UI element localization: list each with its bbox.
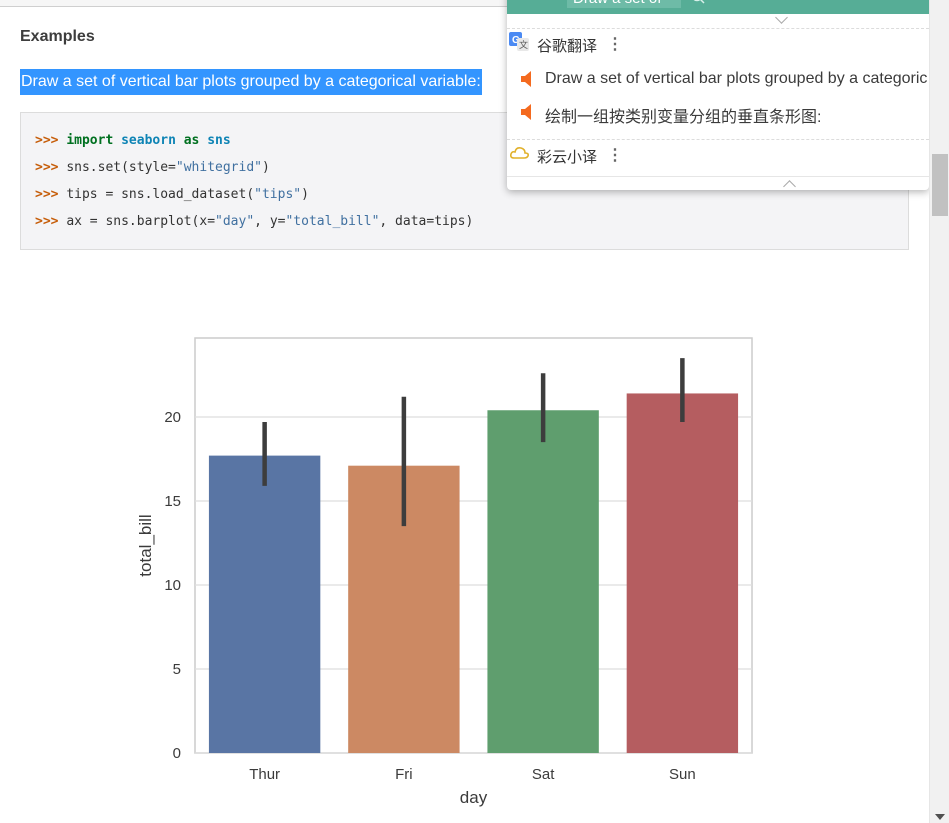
code-text: ) — [261, 160, 270, 175]
code-text: ) — [301, 187, 309, 202]
svg-text:文: 文 — [519, 39, 528, 51]
popup-divider — [507, 28, 929, 29]
scrollbar-thumb[interactable] — [932, 154, 948, 216]
code-string: "total_bill" — [285, 214, 380, 229]
translation-popup[interactable]: ‹ › Draw a set of G文 谷歌翻译 ⋮ Draw a set o… — [507, 0, 929, 190]
code-keyword-as: as — [183, 133, 200, 148]
code-line-4: >>> ax = sns.barplot(x="day", y="total_b… — [35, 214, 473, 229]
code-text: , y= — [254, 214, 286, 229]
code-string: "day" — [215, 214, 255, 229]
x-axis-label: day — [460, 788, 488, 807]
svg-text:G: G — [512, 35, 520, 46]
popup-query-input[interactable]: Draw a set of — [567, 0, 681, 8]
engine-name-google: 谷歌翻译 — [537, 38, 598, 55]
speaker-icon[interactable] — [521, 71, 533, 87]
code-string: "whitegrid" — [175, 160, 262, 175]
y-tick-label: 5 — [173, 661, 181, 678]
y-tick-label: 0 — [173, 745, 181, 762]
code-prompt: >>> — [35, 187, 59, 202]
search-icon-glyph — [693, 0, 705, 4]
more-options-icon[interactable]: ⋮ — [607, 36, 623, 53]
cloud-icon — [510, 146, 530, 165]
code-line-3: >>> tips = sns.load_dataset("tips") — [35, 187, 309, 202]
code-text: sns.set(style= — [66, 160, 176, 175]
code-text: tips = sns.load_dataset( — [66, 187, 255, 202]
bar-sun — [626, 393, 739, 753]
back-arrow-icon[interactable]: ‹ — [521, 0, 526, 5]
forward-arrow-icon[interactable]: › — [545, 0, 550, 5]
code-string: "tips" — [254, 187, 302, 202]
more-options-icon[interactable]: ⋮ — [607, 147, 623, 164]
engine-name-caiyun: 彩云小译 — [537, 149, 598, 166]
y-tick-label: 10 — [164, 577, 181, 594]
scroll-down-arrow-icon[interactable] — [935, 814, 945, 820]
translation-source-text: Draw a set of vertical bar plots grouped… — [545, 70, 928, 87]
x-tick-label: Sun — [669, 766, 696, 783]
speaker-icon[interactable] — [521, 104, 533, 120]
top-border — [0, 0, 929, 7]
code-alias-sns: sns — [207, 133, 231, 148]
x-tick-label: Thur — [249, 766, 280, 783]
bar-sat — [487, 410, 599, 753]
code-prompt: >>> — [35, 160, 59, 175]
chevron-up-icon[interactable] — [783, 180, 796, 190]
page-viewport: Examples Draw a set of vertical bar plot… — [0, 0, 929, 807]
engine-row-caiyun: 彩云小译 ⋮ — [507, 142, 929, 166]
search-icon[interactable] — [691, 0, 705, 8]
selected-description-text[interactable]: Draw a set of vertical bar plots grouped… — [20, 69, 482, 95]
popup-divider — [507, 176, 929, 177]
popup-divider — [507, 139, 929, 140]
popup-header: ‹ › Draw a set of — [507, 0, 929, 14]
examples-heading: Examples — [20, 28, 95, 45]
x-tick-label: Sat — [532, 766, 555, 783]
code-text: ax = sns.barplot(x= — [66, 214, 216, 229]
code-line-1: >>> import seaborn as sns — [35, 133, 231, 148]
code-prompt: >>> — [35, 214, 59, 229]
y-axis-label: total_bill — [136, 514, 155, 576]
vertical-scrollbar[interactable] — [929, 0, 949, 823]
y-tick-label: 15 — [164, 493, 181, 510]
translation-result-text: 绘制一组按类别变量分组的垂直条形图: — [545, 109, 822, 126]
y-tick-label: 20 — [164, 409, 181, 426]
bar-thur — [208, 455, 321, 753]
code-line-2: >>> sns.set(style="whitegrid") — [35, 160, 270, 175]
code-text: , data=tips) — [379, 214, 474, 229]
code-prompt: >>> — [35, 133, 59, 148]
code-keyword-import: import — [66, 133, 114, 148]
bar-chart: 0 5 10 15 20 Thur Fri Sat Sun day total_bill — [136, 337, 753, 807]
code-module-seaborn: seaborn — [121, 133, 176, 148]
x-tick-label: Fri — [395, 766, 413, 783]
